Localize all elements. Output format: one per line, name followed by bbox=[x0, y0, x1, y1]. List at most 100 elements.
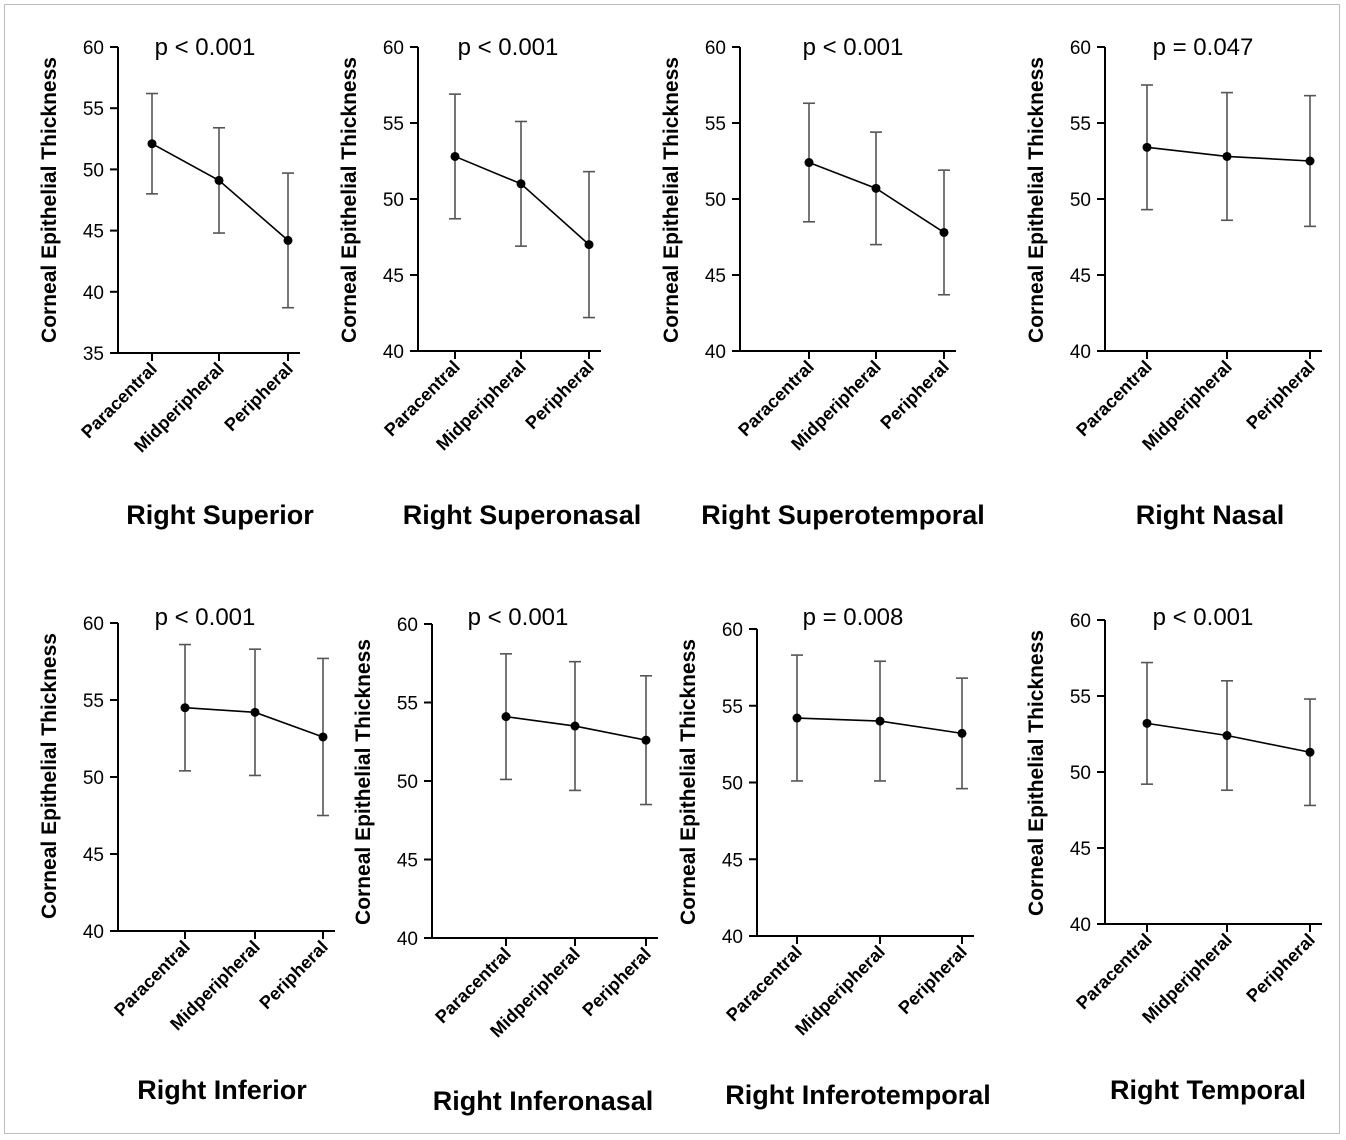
y-tick-label: 50 bbox=[1070, 763, 1091, 784]
y-tick-label: 55 bbox=[705, 114, 726, 135]
y-tick-label: 60 bbox=[1070, 611, 1091, 632]
data-point bbox=[450, 151, 460, 161]
p-value-annotation: p = 0.047 bbox=[1153, 34, 1254, 61]
data-point bbox=[804, 158, 814, 168]
x-tick-label: Paracentral bbox=[722, 942, 805, 1025]
data-point bbox=[1222, 731, 1232, 741]
y-tick-label: 60 bbox=[1070, 38, 1091, 59]
data-point bbox=[283, 235, 293, 245]
panel-title: Right Inferotemporal bbox=[725, 1080, 991, 1110]
y-tick-label: 60 bbox=[83, 614, 104, 635]
y-tick-label: 40 bbox=[383, 342, 404, 363]
data-point bbox=[957, 728, 967, 738]
y-tick-label: 50 bbox=[83, 768, 104, 789]
chart-panel-4: 40 45 50 55 60 Corneal Epithelial Thickness Pa… bbox=[1025, 34, 1322, 530]
y-tick-label: 45 bbox=[83, 222, 104, 243]
p-value-annotation: p < 0.001 bbox=[1153, 604, 1254, 631]
y-tick-label: 50 bbox=[383, 190, 404, 211]
panel-title: Right Superonasal bbox=[403, 500, 642, 530]
data-point bbox=[516, 179, 526, 189]
figure-frame bbox=[4, 4, 1340, 1134]
data-point bbox=[214, 175, 224, 185]
y-tick-label: 60 bbox=[83, 38, 104, 59]
y-tick-label: 40 bbox=[397, 929, 418, 950]
series-line bbox=[151, 142, 289, 241]
y-axis-title: Corneal Epithelial Thickness bbox=[1025, 57, 1048, 343]
x-tick-label: Midperipheral bbox=[791, 942, 889, 1040]
series-line bbox=[454, 155, 590, 246]
y-tick-label: 40 bbox=[705, 342, 726, 363]
y-axis-title: Corneal Epithelial Thickness bbox=[352, 639, 375, 925]
panel-title: Right Nasal bbox=[1136, 500, 1285, 530]
p-value-annotation: p < 0.001 bbox=[155, 604, 256, 631]
p-value-annotation: p < 0.001 bbox=[468, 604, 569, 631]
x-tick-label: Peripheral bbox=[876, 357, 952, 433]
data-point bbox=[584, 240, 594, 250]
y-tick-label: 50 bbox=[1070, 190, 1091, 211]
panel-title: Right Inferonasal bbox=[433, 1086, 654, 1116]
data-point bbox=[1305, 156, 1315, 166]
y-axis-title: Corneal Epithelial Thickness bbox=[38, 57, 61, 343]
x-tick-label: Peripheral bbox=[894, 942, 970, 1018]
y-tick-label: 45 bbox=[722, 850, 743, 871]
chart-panel-7: 40 45 50 55 60 Corneal Epithelial Thickness Pa… bbox=[677, 604, 991, 1110]
y-tick-label: 60 bbox=[722, 620, 743, 641]
x-tick-label: Peripheral bbox=[578, 944, 654, 1020]
data-point bbox=[871, 183, 881, 193]
panel-title: Right Superior bbox=[126, 500, 314, 530]
data-point bbox=[570, 721, 580, 731]
y-tick-label: 50 bbox=[722, 774, 743, 795]
y-tick-label: 55 bbox=[1070, 114, 1091, 135]
y-tick-label: 45 bbox=[705, 266, 726, 287]
p-value-annotation: p < 0.001 bbox=[458, 34, 559, 61]
data-point bbox=[939, 227, 949, 237]
y-tick-label: 50 bbox=[705, 190, 726, 211]
y-axis-title: Corneal Epithelial Thickness bbox=[677, 639, 700, 925]
data-point bbox=[1142, 718, 1152, 728]
x-tick-label: Peripheral bbox=[1242, 357, 1318, 433]
panel-title: Right Superotemporal bbox=[701, 500, 985, 530]
y-tick-label: 45 bbox=[383, 266, 404, 287]
data-point bbox=[180, 703, 190, 713]
y-axis-title: Corneal Epithelial Thickness bbox=[660, 57, 683, 343]
y-tick-label: 45 bbox=[1070, 266, 1091, 287]
y-tick-label: 55 bbox=[383, 114, 404, 135]
y-tick-label: 40 bbox=[83, 283, 104, 304]
data-point bbox=[318, 732, 328, 742]
x-tick-label: Peripheral bbox=[255, 937, 331, 1013]
p-value-annotation: p < 0.001 bbox=[155, 34, 256, 61]
y-tick-label: 60 bbox=[705, 38, 726, 59]
y-tick-label: 40 bbox=[83, 922, 104, 943]
data-point bbox=[1305, 747, 1315, 757]
y-tick-label: 55 bbox=[1070, 687, 1091, 708]
data-point bbox=[250, 707, 260, 717]
y-axis-title: Corneal Epithelial Thickness bbox=[1025, 630, 1048, 916]
data-point bbox=[875, 716, 885, 726]
x-tick-label: Peripheral bbox=[1242, 930, 1318, 1006]
y-tick-label: 45 bbox=[83, 845, 104, 866]
data-point bbox=[792, 713, 802, 723]
data-point bbox=[641, 735, 651, 745]
y-axis-title: Corneal Epithelial Thickness bbox=[38, 633, 61, 919]
y-tick-label: 60 bbox=[383, 38, 404, 59]
p-value-annotation: p < 0.001 bbox=[803, 34, 904, 61]
x-tick-label: Paracentral bbox=[1072, 930, 1155, 1013]
data-point bbox=[501, 712, 511, 722]
y-tick-label: 40 bbox=[1070, 342, 1091, 363]
y-tick-label: 45 bbox=[1070, 839, 1091, 860]
x-tick-label: Peripheral bbox=[220, 359, 296, 435]
panel-title: Right Inferior bbox=[137, 1075, 307, 1105]
x-tick-label: Peripheral bbox=[521, 357, 597, 433]
data-point bbox=[1142, 142, 1152, 152]
x-tick-label: Paracentral bbox=[1072, 357, 1155, 440]
y-tick-label: 40 bbox=[722, 927, 743, 948]
y-tick-label: 50 bbox=[397, 772, 418, 793]
y-tick-label: 40 bbox=[1070, 915, 1091, 936]
y-tick-label: 60 bbox=[397, 615, 418, 636]
y-tick-label: 55 bbox=[397, 694, 418, 715]
